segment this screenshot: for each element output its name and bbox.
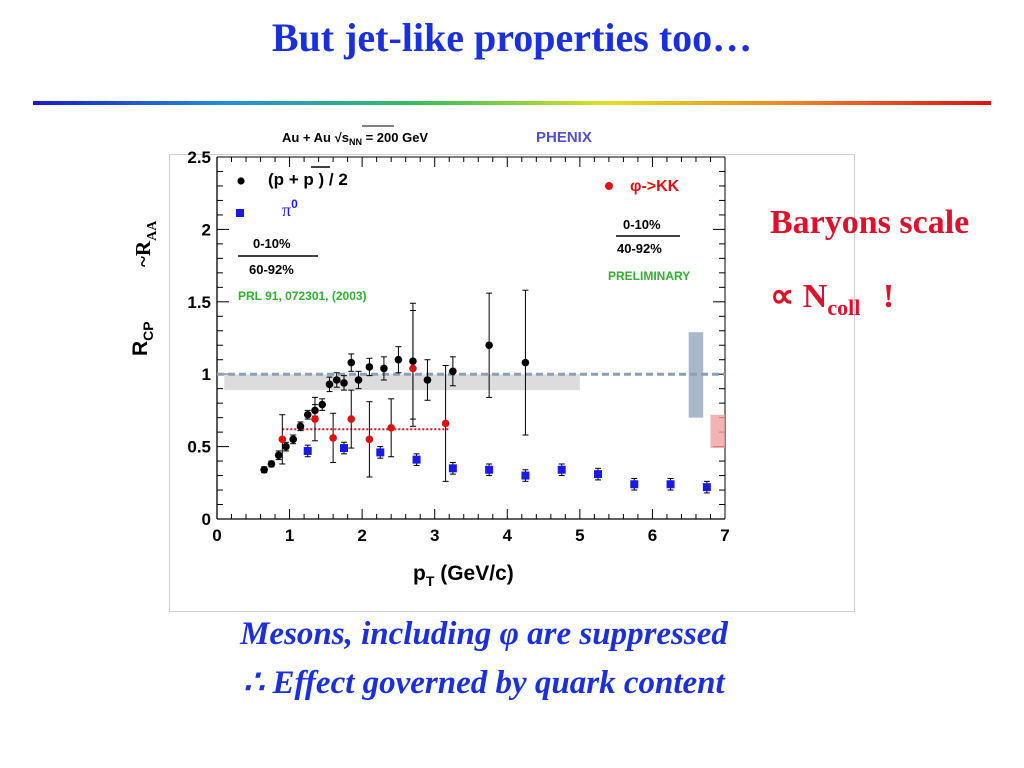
systematic-band — [224, 374, 580, 391]
pi0-point — [630, 480, 639, 489]
reference-label: PRL 91, 072301, (2003) — [238, 289, 367, 303]
legend-pi0-marker — [236, 209, 244, 217]
phi-point — [311, 415, 319, 423]
pi0-point — [521, 471, 530, 480]
phi-point — [365, 435, 374, 444]
legend-right-cent-num: 0-10% — [623, 217, 661, 232]
proton-point — [260, 465, 268, 474]
proton-point — [267, 460, 276, 468]
legend-proton-marker — [237, 177, 245, 185]
y-axis-label: RCP — [129, 321, 156, 356]
y-tick-label: 0 — [202, 510, 211, 529]
experiment-label: PHENIX — [536, 129, 592, 146]
pi0-point — [412, 455, 421, 464]
y-tick-label: 0.5 — [187, 438, 211, 457]
pi0-point — [448, 464, 457, 473]
x-tick-label: 7 — [720, 526, 729, 545]
proton-point — [521, 358, 530, 367]
phi-point — [278, 435, 287, 444]
proton-point — [380, 364, 388, 373]
proton-point — [394, 355, 403, 364]
reference-line-group — [217, 372, 725, 431]
legend-proton-label: (p + p ) / 2 — [268, 170, 348, 189]
pi0-point — [702, 483, 711, 492]
legend-pi0-label: π0 — [282, 197, 298, 220]
header-left: Au + Au √s — [282, 130, 349, 145]
header-sub: NN — [349, 137, 362, 147]
proton-point — [289, 435, 298, 444]
phi-point — [347, 415, 356, 423]
proton-point — [347, 358, 356, 367]
legend-left-cent-den: 60-92% — [249, 262, 294, 277]
pi0-point — [376, 448, 385, 457]
x-tick-label: 2 — [357, 526, 366, 545]
pi0-point — [594, 470, 602, 479]
x-tick-label: 6 — [648, 526, 657, 545]
x-tick-label: 3 — [430, 526, 439, 545]
y-tick-label: 2 — [202, 220, 211, 239]
proton-point — [365, 363, 374, 371]
slide-title: But jet-like properties too… — [271, 15, 753, 60]
proton-point — [354, 376, 363, 384]
caption-line-1: Mesons, including φ are suppressed — [240, 616, 728, 652]
title-divider — [33, 101, 991, 105]
proton-point — [296, 422, 305, 431]
phi-point — [387, 423, 395, 432]
phi-point — [409, 364, 417, 373]
baryons-scale-text: Baryons scale — [770, 204, 970, 241]
proton-point — [423, 376, 432, 384]
phi-point — [441, 419, 450, 428]
ncoll-scaling-text: ∝ Ncoll ! — [770, 278, 895, 320]
data-mark-group — [260, 289, 711, 494]
pi0-point — [666, 480, 675, 489]
proton-point — [340, 379, 348, 387]
header-energy: = 200 GeV — [362, 130, 428, 145]
pi0-point — [340, 444, 348, 453]
proton-point — [274, 451, 283, 460]
legend-left-cent-num: 0-10% — [253, 236, 291, 251]
y-tick-label: 1 — [202, 365, 211, 384]
proton-point — [449, 367, 457, 376]
x-tick-label: 0 — [212, 526, 221, 545]
legend-right-cent-den: 40-92% — [617, 241, 662, 256]
proton-point — [282, 442, 290, 451]
tick-group: 0 1 2 3 4 5 6 7 0 0.5 1 1.5 2 2.5 — [187, 148, 729, 545]
y-axis-alt-label: ~RAA — [131, 220, 160, 267]
systematic-band — [710, 414, 725, 449]
proton-point — [325, 380, 334, 389]
y-tick-label: 2.5 — [187, 148, 211, 167]
pi0-point — [303, 446, 312, 455]
svg-text:Au + Au √sNN = 200 GeV: Au + Au √sNN = 200 GeV — [282, 130, 428, 147]
x-axis-label: pT (GeV/c) — [413, 562, 514, 589]
legend-phi-marker — [605, 182, 613, 190]
y-tick-label: 1.5 — [187, 293, 211, 312]
pi0-point — [485, 465, 494, 474]
proton-point — [332, 376, 341, 384]
x-tick-label: 5 — [575, 526, 584, 545]
proton-point — [303, 410, 312, 419]
proton-point — [485, 341, 493, 350]
legend-phi-label: φ->KK — [630, 178, 680, 195]
phi-point — [329, 434, 337, 442]
preliminary-label: PRELIMINARY — [608, 269, 690, 283]
x-tick-label: 4 — [503, 526, 513, 545]
pi0-point — [557, 465, 566, 474]
x-tick-label: 1 — [285, 526, 294, 545]
caption-line-2: ∴ Effect governed by quark content — [243, 665, 725, 701]
proton-point — [318, 400, 327, 409]
